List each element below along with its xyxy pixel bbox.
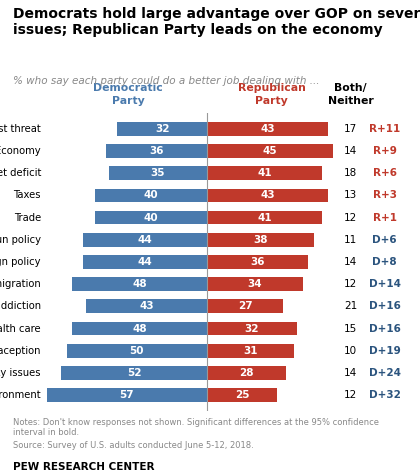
Text: 36: 36: [149, 146, 164, 156]
Text: 13: 13: [344, 190, 357, 201]
Text: 48: 48: [132, 323, 147, 334]
Text: 12: 12: [344, 279, 357, 289]
Text: 11: 11: [344, 235, 357, 245]
Text: 18: 18: [344, 168, 357, 178]
Text: 52: 52: [127, 368, 141, 378]
Bar: [47, 388, 207, 402]
Text: 43: 43: [139, 301, 154, 312]
Text: R+6: R+6: [373, 168, 396, 178]
Bar: [61, 366, 207, 380]
Bar: [207, 188, 328, 202]
Bar: [84, 255, 207, 269]
Text: 14: 14: [344, 257, 357, 267]
Text: D+6: D+6: [372, 235, 397, 245]
Text: R+1: R+1: [373, 212, 396, 223]
Text: 32: 32: [155, 124, 169, 134]
Bar: [207, 299, 283, 313]
Text: 12: 12: [344, 212, 357, 223]
Text: 12: 12: [344, 390, 357, 400]
Text: 32: 32: [245, 323, 259, 334]
Text: Economy: Economy: [0, 146, 41, 156]
Text: Taxes: Taxes: [13, 190, 41, 201]
Bar: [207, 166, 322, 180]
Text: D+32: D+32: [369, 390, 400, 400]
Text: Republican
Party: Republican Party: [238, 83, 306, 106]
Text: 45: 45: [263, 146, 278, 156]
Bar: [207, 233, 314, 247]
Text: 25: 25: [235, 390, 249, 400]
Text: 50: 50: [129, 346, 144, 356]
Text: 48: 48: [132, 279, 147, 289]
Text: 31: 31: [243, 346, 258, 356]
Text: Race & ethnicity issues: Race & ethnicity issues: [0, 368, 41, 378]
Text: 44: 44: [138, 235, 152, 245]
Text: 38: 38: [253, 235, 268, 245]
Bar: [72, 321, 207, 336]
Text: 40: 40: [144, 212, 158, 223]
Bar: [207, 255, 308, 269]
Bar: [207, 277, 302, 291]
Text: 43: 43: [260, 124, 275, 134]
Bar: [109, 166, 207, 180]
Text: % who say each party could do a better job dealing with ...: % who say each party could do a better j…: [13, 76, 319, 85]
Text: 40: 40: [144, 190, 158, 201]
Text: D+14: D+14: [368, 279, 401, 289]
Text: 34: 34: [247, 279, 262, 289]
Bar: [106, 144, 207, 158]
Bar: [94, 188, 207, 202]
Text: Environment: Environment: [0, 390, 41, 400]
Text: Trade: Trade: [14, 212, 41, 223]
Text: PEW RESEARCH CENTER: PEW RESEARCH CENTER: [13, 462, 154, 472]
Text: Notes: Don't know responses not shown. Significant differences at the 95% confid: Notes: Don't know responses not shown. S…: [13, 418, 378, 437]
Text: Both/
Neither: Both/ Neither: [328, 83, 373, 106]
Text: R+11: R+11: [369, 124, 400, 134]
Text: 41: 41: [257, 212, 272, 223]
Bar: [94, 211, 207, 225]
Bar: [207, 344, 294, 358]
Text: 17: 17: [344, 124, 357, 134]
Bar: [207, 366, 286, 380]
Text: Budget deficit: Budget deficit: [0, 168, 41, 178]
Text: Terrorist threat: Terrorist threat: [0, 124, 41, 134]
Text: 28: 28: [239, 368, 254, 378]
Bar: [72, 277, 207, 291]
Text: Health care: Health care: [0, 323, 41, 334]
Bar: [86, 299, 207, 313]
Text: D+8: D+8: [372, 257, 397, 267]
Text: 21: 21: [344, 301, 357, 312]
Bar: [66, 344, 207, 358]
Text: 43: 43: [260, 190, 275, 201]
Text: Source: Survey of U.S. adults conducted June 5-12, 2018.: Source: Survey of U.S. adults conducted …: [13, 441, 253, 450]
Text: D+19: D+19: [369, 346, 400, 356]
Text: R+3: R+3: [373, 190, 396, 201]
Text: 44: 44: [138, 257, 152, 267]
Bar: [207, 211, 322, 225]
Bar: [84, 233, 207, 247]
Bar: [117, 122, 207, 135]
Text: Immigration: Immigration: [0, 279, 41, 289]
Text: Foreign policy: Foreign policy: [0, 257, 41, 267]
Text: Drug addiction: Drug addiction: [0, 301, 41, 312]
Text: Gun policy: Gun policy: [0, 235, 41, 245]
Text: 57: 57: [120, 390, 134, 400]
Bar: [207, 321, 297, 336]
Text: 10: 10: [344, 346, 357, 356]
Text: 36: 36: [250, 257, 265, 267]
Text: D+16: D+16: [369, 323, 400, 334]
Text: R+9: R+9: [373, 146, 396, 156]
Bar: [207, 388, 277, 402]
Text: 14: 14: [344, 368, 357, 378]
Text: 15: 15: [344, 323, 357, 334]
Bar: [207, 144, 333, 158]
Bar: [207, 122, 328, 135]
Text: 35: 35: [151, 168, 165, 178]
Text: Abortion & contraception: Abortion & contraception: [0, 346, 41, 356]
Text: 14: 14: [344, 146, 357, 156]
Text: D+16: D+16: [369, 301, 400, 312]
Text: D+24: D+24: [368, 368, 401, 378]
Text: Democrats hold large advantage over GOP on several
issues; Republican Party lead: Democrats hold large advantage over GOP …: [13, 7, 420, 37]
Text: 41: 41: [257, 168, 272, 178]
Text: 27: 27: [238, 301, 252, 312]
Text: Democratic
Party: Democratic Party: [94, 83, 163, 106]
